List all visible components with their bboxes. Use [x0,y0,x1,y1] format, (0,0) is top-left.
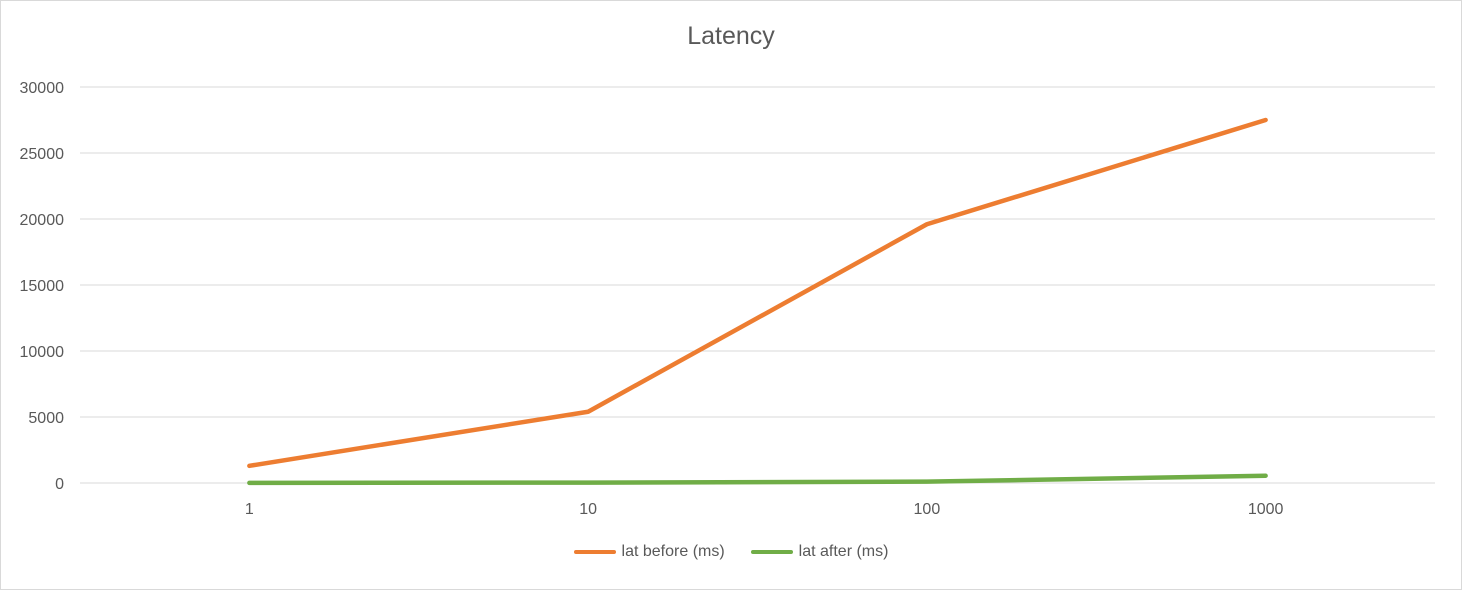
gridlines [80,86,1435,484]
legend: lat before (ms) lat after (ms) [0,543,1462,561]
legend-item-lat-after[interactable]: lat after (ms) [750,543,889,561]
y-tick-label: 20000 [20,212,65,229]
series-lines [247,117,1268,486]
series-line-lat-before[interactable] [247,117,1268,469]
x-axis-tick-labels: 1 10 100 1000 [245,501,1284,518]
y-tick-label: 5000 [28,410,64,427]
legend-swatch-lat-after [750,550,793,554]
y-tick-label: 10000 [20,344,65,361]
chart-title: Latency [687,22,775,50]
legend-swatch-lat-before [573,550,616,554]
legend-label-lat-before: lat before (ms) [621,543,725,560]
x-tick-label: 1 [245,501,254,518]
x-tick-label: 10 [579,501,597,518]
y-axis-tick-labels: 0 5000 10000 15000 20000 25000 30000 [20,80,65,493]
y-tick-label: 30000 [20,80,65,97]
x-tick-label: 100 [914,501,941,518]
y-tick-label: 0 [55,476,64,493]
legend-item-lat-before[interactable]: lat before (ms) [573,543,725,561]
legend-label-lat-after: lat after (ms) [798,543,889,560]
y-tick-label: 25000 [20,146,65,163]
series-line-lat-after[interactable] [247,473,1268,486]
y-tick-label: 15000 [20,278,65,295]
x-tick-label: 1000 [1248,501,1284,518]
